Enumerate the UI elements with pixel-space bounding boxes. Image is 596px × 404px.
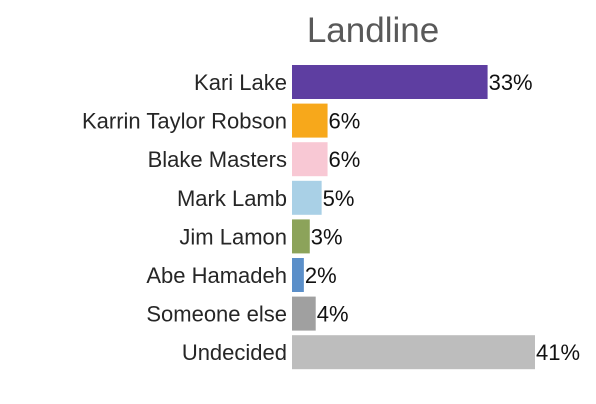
bar-2: [292, 142, 328, 177]
bar-5: [292, 258, 304, 292]
bar-0: [292, 65, 488, 99]
value-label-0: 33%: [489, 70, 533, 95]
category-label-0: Kari Lake: [194, 70, 287, 95]
category-label-4: Jim Lamon: [179, 224, 287, 249]
category-label-3: Mark Lamb: [177, 186, 287, 211]
value-label-5: 2%: [305, 263, 337, 288]
value-label-6: 4%: [317, 302, 349, 327]
bars-group: [292, 65, 535, 370]
value-label-7: 41%: [536, 340, 580, 365]
value-label-3: 5%: [323, 186, 355, 211]
chart-title: Landline: [307, 11, 439, 50]
bar-1: [292, 103, 328, 138]
category-label-5: Abe Hamadeh: [146, 263, 287, 288]
bar-3: [292, 180, 322, 215]
bar-7: [292, 335, 535, 370]
value-label-1: 6%: [329, 109, 361, 134]
category-label-7: Undecided: [182, 340, 287, 365]
value-label-4: 3%: [311, 224, 343, 249]
bar-4: [292, 219, 310, 254]
value-labels-group: 33% 6% 6% 5% 3% 2% 4% 41%: [305, 70, 580, 365]
bar-6: [292, 296, 316, 331]
category-labels-group: Kari Lake Karrin Taylor Robson Blake Maste…: [82, 70, 287, 365]
category-label-2: Blake Masters: [148, 147, 287, 172]
value-label-2: 6%: [329, 147, 361, 172]
category-label-1: Karrin Taylor Robson: [82, 109, 287, 134]
category-label-6: Someone else: [146, 302, 287, 327]
